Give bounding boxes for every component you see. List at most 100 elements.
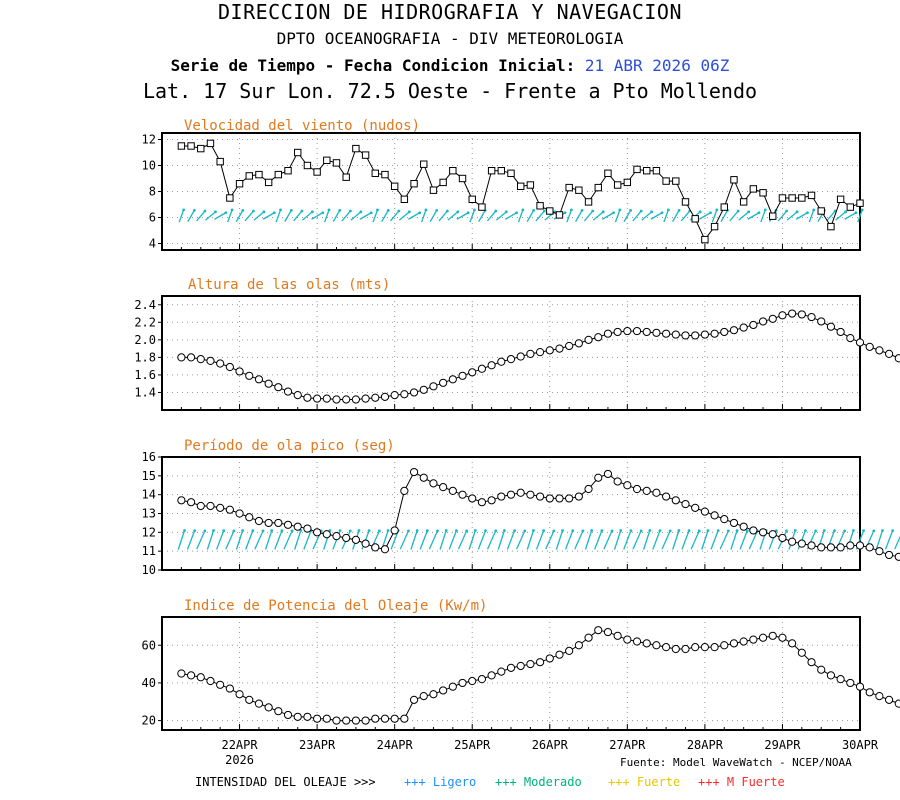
data-point	[303, 161, 312, 170]
x-axis-labels: 22APR 23APR 24APR 25APR 26APR 27APR 28APR 29APR…	[221, 738, 878, 767]
direction-arrow	[420, 209, 427, 223]
data-point	[720, 203, 728, 211]
data-point	[177, 496, 186, 505]
arrow-head	[193, 529, 197, 533]
data-point	[797, 648, 806, 657]
data-point	[332, 159, 341, 167]
arrow-head	[677, 208, 681, 212]
direction-arrow	[592, 211, 604, 221]
arrow-head	[494, 209, 498, 213]
data-point	[662, 643, 671, 652]
data-point	[865, 688, 874, 697]
data-point	[652, 328, 661, 337]
data-point	[769, 212, 777, 220]
data-point	[574, 339, 583, 348]
arrow-head	[612, 211, 615, 215]
arrow-head	[822, 529, 826, 532]
direction-arrow	[672, 530, 680, 550]
data-point	[283, 710, 293, 720]
data-point	[342, 395, 351, 404]
y-tick-label: 2.2	[134, 315, 156, 329]
data-point	[739, 637, 748, 646]
x-tick-label: 25APR	[454, 738, 491, 752]
arrow-head	[763, 208, 767, 212]
direction-arrow	[399, 530, 410, 550]
data-point	[429, 479, 438, 488]
data-point	[274, 170, 283, 179]
data-point	[313, 168, 321, 176]
data-point	[497, 167, 506, 175]
data-point	[565, 183, 573, 192]
data-point	[623, 635, 632, 644]
arrow-head	[183, 529, 186, 532]
direction-arrow	[196, 210, 206, 222]
data-point	[351, 535, 360, 544]
data-point	[429, 382, 438, 391]
data-point	[720, 327, 729, 337]
data-point	[196, 501, 205, 511]
y-tick-label: 13	[142, 507, 156, 521]
direction-arrow	[652, 530, 661, 550]
direction-arrow	[497, 530, 506, 550]
data-point	[758, 528, 768, 537]
direction-arrow	[516, 530, 526, 550]
data-point	[487, 167, 496, 175]
direction-arrow	[681, 530, 690, 550]
arrow-head	[521, 208, 525, 212]
data-point	[429, 186, 438, 194]
data-point	[662, 329, 671, 338]
arrow-head	[369, 211, 373, 215]
arrow-head	[241, 529, 245, 532]
data-point	[196, 673, 205, 682]
data-point	[865, 342, 874, 351]
data-point	[826, 543, 836, 552]
direction-arrow	[478, 210, 486, 222]
data-point	[798, 194, 806, 202]
data-point	[652, 488, 661, 497]
data-point	[458, 174, 467, 183]
data-point	[390, 182, 399, 191]
direction-arrow	[253, 211, 265, 221]
arrow-head	[241, 208, 245, 212]
data-point	[846, 678, 855, 688]
data-point	[574, 492, 583, 501]
data-point	[206, 676, 215, 686]
data-point	[788, 537, 797, 546]
data-point	[439, 483, 448, 492]
data-point	[186, 671, 196, 680]
y-tick-label: 1.8	[134, 350, 156, 364]
x-tick-label: 30APR	[842, 738, 879, 752]
arrow-head	[182, 208, 186, 212]
arrow-head	[327, 208, 331, 212]
arrow-head	[601, 210, 605, 214]
data-point	[526, 349, 535, 358]
direction-arrow	[214, 212, 227, 220]
direction-arrow	[284, 210, 292, 222]
data-point	[729, 639, 739, 648]
data-point	[390, 390, 399, 400]
data-point	[856, 199, 864, 207]
direction-arrow	[632, 530, 642, 550]
direction-arrow	[439, 530, 447, 550]
arrow-head	[757, 211, 761, 215]
arrow-head	[677, 529, 681, 532]
data-point	[749, 320, 758, 330]
direction-arrow	[332, 210, 341, 222]
direction-arrow	[254, 530, 264, 550]
data-point	[516, 352, 525, 361]
arrow-head	[357, 529, 361, 532]
legend-moderado: +++ Moderado	[495, 775, 582, 789]
data-point	[681, 331, 690, 340]
data-point	[400, 486, 409, 495]
data-point	[245, 695, 254, 704]
data-point	[332, 716, 341, 725]
direction-arrow	[555, 530, 564, 550]
direction-arrow	[720, 210, 729, 222]
direction-arrow	[274, 530, 283, 550]
data-point	[855, 541, 865, 550]
data-point	[264, 518, 273, 528]
data-point	[797, 310, 806, 319]
direction-arrow	[372, 209, 379, 223]
data-point	[535, 348, 545, 357]
y-tick-label: 16	[142, 450, 156, 464]
